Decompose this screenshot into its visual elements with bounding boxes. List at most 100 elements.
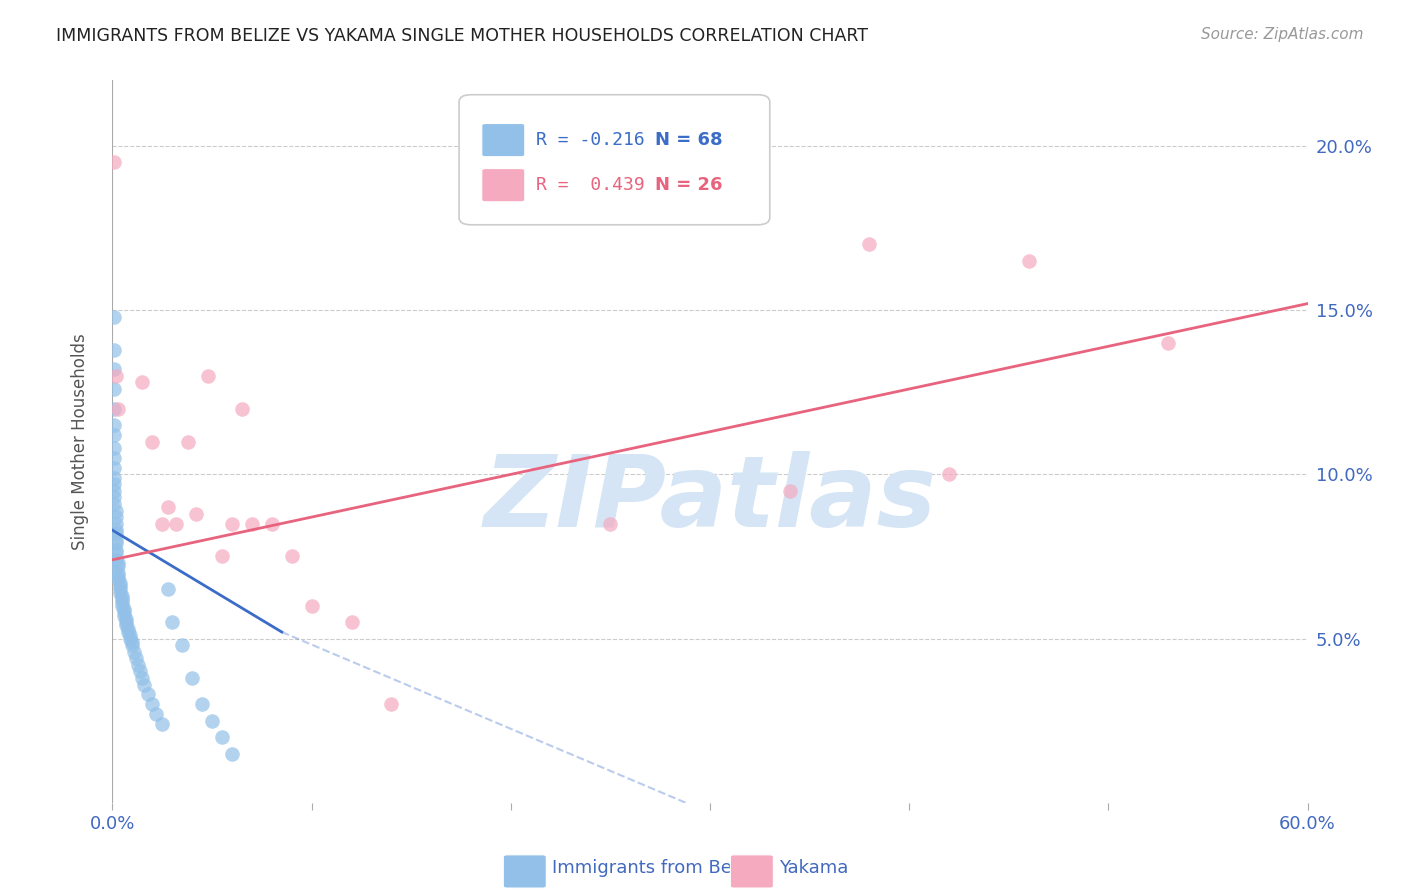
Point xyxy=(141,434,163,449)
FancyBboxPatch shape xyxy=(730,855,773,888)
Point xyxy=(110,575,132,590)
Point xyxy=(120,628,142,642)
Point xyxy=(380,698,402,712)
Point xyxy=(150,516,173,531)
Point xyxy=(105,553,128,567)
Point xyxy=(107,573,129,587)
Point xyxy=(107,569,129,583)
Point xyxy=(103,460,125,475)
Point xyxy=(599,516,621,531)
Point xyxy=(117,625,139,640)
Point xyxy=(150,717,173,731)
Point xyxy=(105,368,128,383)
Point xyxy=(201,714,224,728)
Point xyxy=(131,671,153,685)
Text: N = 68: N = 68 xyxy=(655,131,723,149)
Point xyxy=(103,362,125,376)
Point xyxy=(260,516,283,531)
Point xyxy=(115,618,138,632)
Point xyxy=(240,516,263,531)
Point xyxy=(111,595,134,609)
Point xyxy=(162,615,183,630)
Point xyxy=(110,582,132,597)
Text: Immigrants from Belize: Immigrants from Belize xyxy=(553,859,763,877)
Point xyxy=(105,523,128,537)
Text: R =  0.439: R = 0.439 xyxy=(536,177,644,194)
Point xyxy=(186,507,208,521)
Text: R = -0.216: R = -0.216 xyxy=(536,131,644,149)
Point xyxy=(105,526,128,541)
Point xyxy=(157,582,180,597)
Point xyxy=(340,615,363,630)
Point xyxy=(107,566,129,580)
Point xyxy=(103,483,125,498)
Point xyxy=(121,638,143,652)
Text: Source: ZipAtlas.com: Source: ZipAtlas.com xyxy=(1201,27,1364,42)
Point xyxy=(131,376,153,390)
Point xyxy=(103,450,125,465)
Point xyxy=(107,401,129,416)
Point xyxy=(938,467,960,482)
Point xyxy=(281,549,304,564)
Text: IMMIGRANTS FROM BELIZE VS YAKAMA SINGLE MOTHER HOUSEHOLDS CORRELATION CHART: IMMIGRANTS FROM BELIZE VS YAKAMA SINGLE … xyxy=(56,27,869,45)
Point xyxy=(115,612,138,626)
Point xyxy=(103,418,125,433)
Point xyxy=(211,549,233,564)
Point xyxy=(103,155,125,169)
Point xyxy=(103,401,125,416)
Text: ZIPatlas: ZIPatlas xyxy=(484,450,936,548)
FancyBboxPatch shape xyxy=(503,855,547,888)
Point xyxy=(114,605,135,619)
Point xyxy=(105,503,128,517)
Point xyxy=(114,608,135,623)
Point xyxy=(124,645,146,659)
FancyBboxPatch shape xyxy=(482,123,524,157)
FancyBboxPatch shape xyxy=(482,169,524,202)
Point xyxy=(111,592,134,607)
Point xyxy=(197,368,219,383)
Point xyxy=(172,638,194,652)
Point xyxy=(117,622,139,636)
Point xyxy=(129,665,152,679)
Point xyxy=(103,497,125,511)
Text: N = 26: N = 26 xyxy=(655,177,723,194)
Point xyxy=(103,428,125,442)
Point xyxy=(1018,253,1040,268)
Point xyxy=(121,635,143,649)
Text: Yakama: Yakama xyxy=(779,859,849,877)
Point xyxy=(221,516,243,531)
Point xyxy=(177,434,200,449)
Point xyxy=(114,602,135,616)
Point xyxy=(103,310,125,324)
Point xyxy=(107,556,129,570)
Point xyxy=(103,382,125,396)
Point xyxy=(103,491,125,505)
Point xyxy=(145,707,167,722)
Point xyxy=(105,516,128,531)
Point xyxy=(181,671,204,685)
Point xyxy=(191,698,214,712)
Point xyxy=(105,510,128,524)
Point xyxy=(120,632,142,646)
Point xyxy=(111,589,134,603)
Point xyxy=(105,536,128,550)
Point xyxy=(111,599,134,613)
Point xyxy=(105,546,128,560)
Point xyxy=(127,657,149,672)
Point xyxy=(141,698,163,712)
Point xyxy=(157,500,180,515)
Point xyxy=(105,542,128,557)
Point xyxy=(110,579,132,593)
Point xyxy=(103,343,125,357)
Point xyxy=(858,237,880,252)
Point xyxy=(103,477,125,491)
Point xyxy=(103,470,125,484)
Point xyxy=(115,615,138,630)
Point xyxy=(231,401,253,416)
Point xyxy=(138,687,160,701)
Point xyxy=(301,599,323,613)
Point xyxy=(103,441,125,455)
Point xyxy=(125,651,148,665)
Point xyxy=(221,747,243,761)
Y-axis label: Single Mother Households: Single Mother Households xyxy=(70,334,89,549)
